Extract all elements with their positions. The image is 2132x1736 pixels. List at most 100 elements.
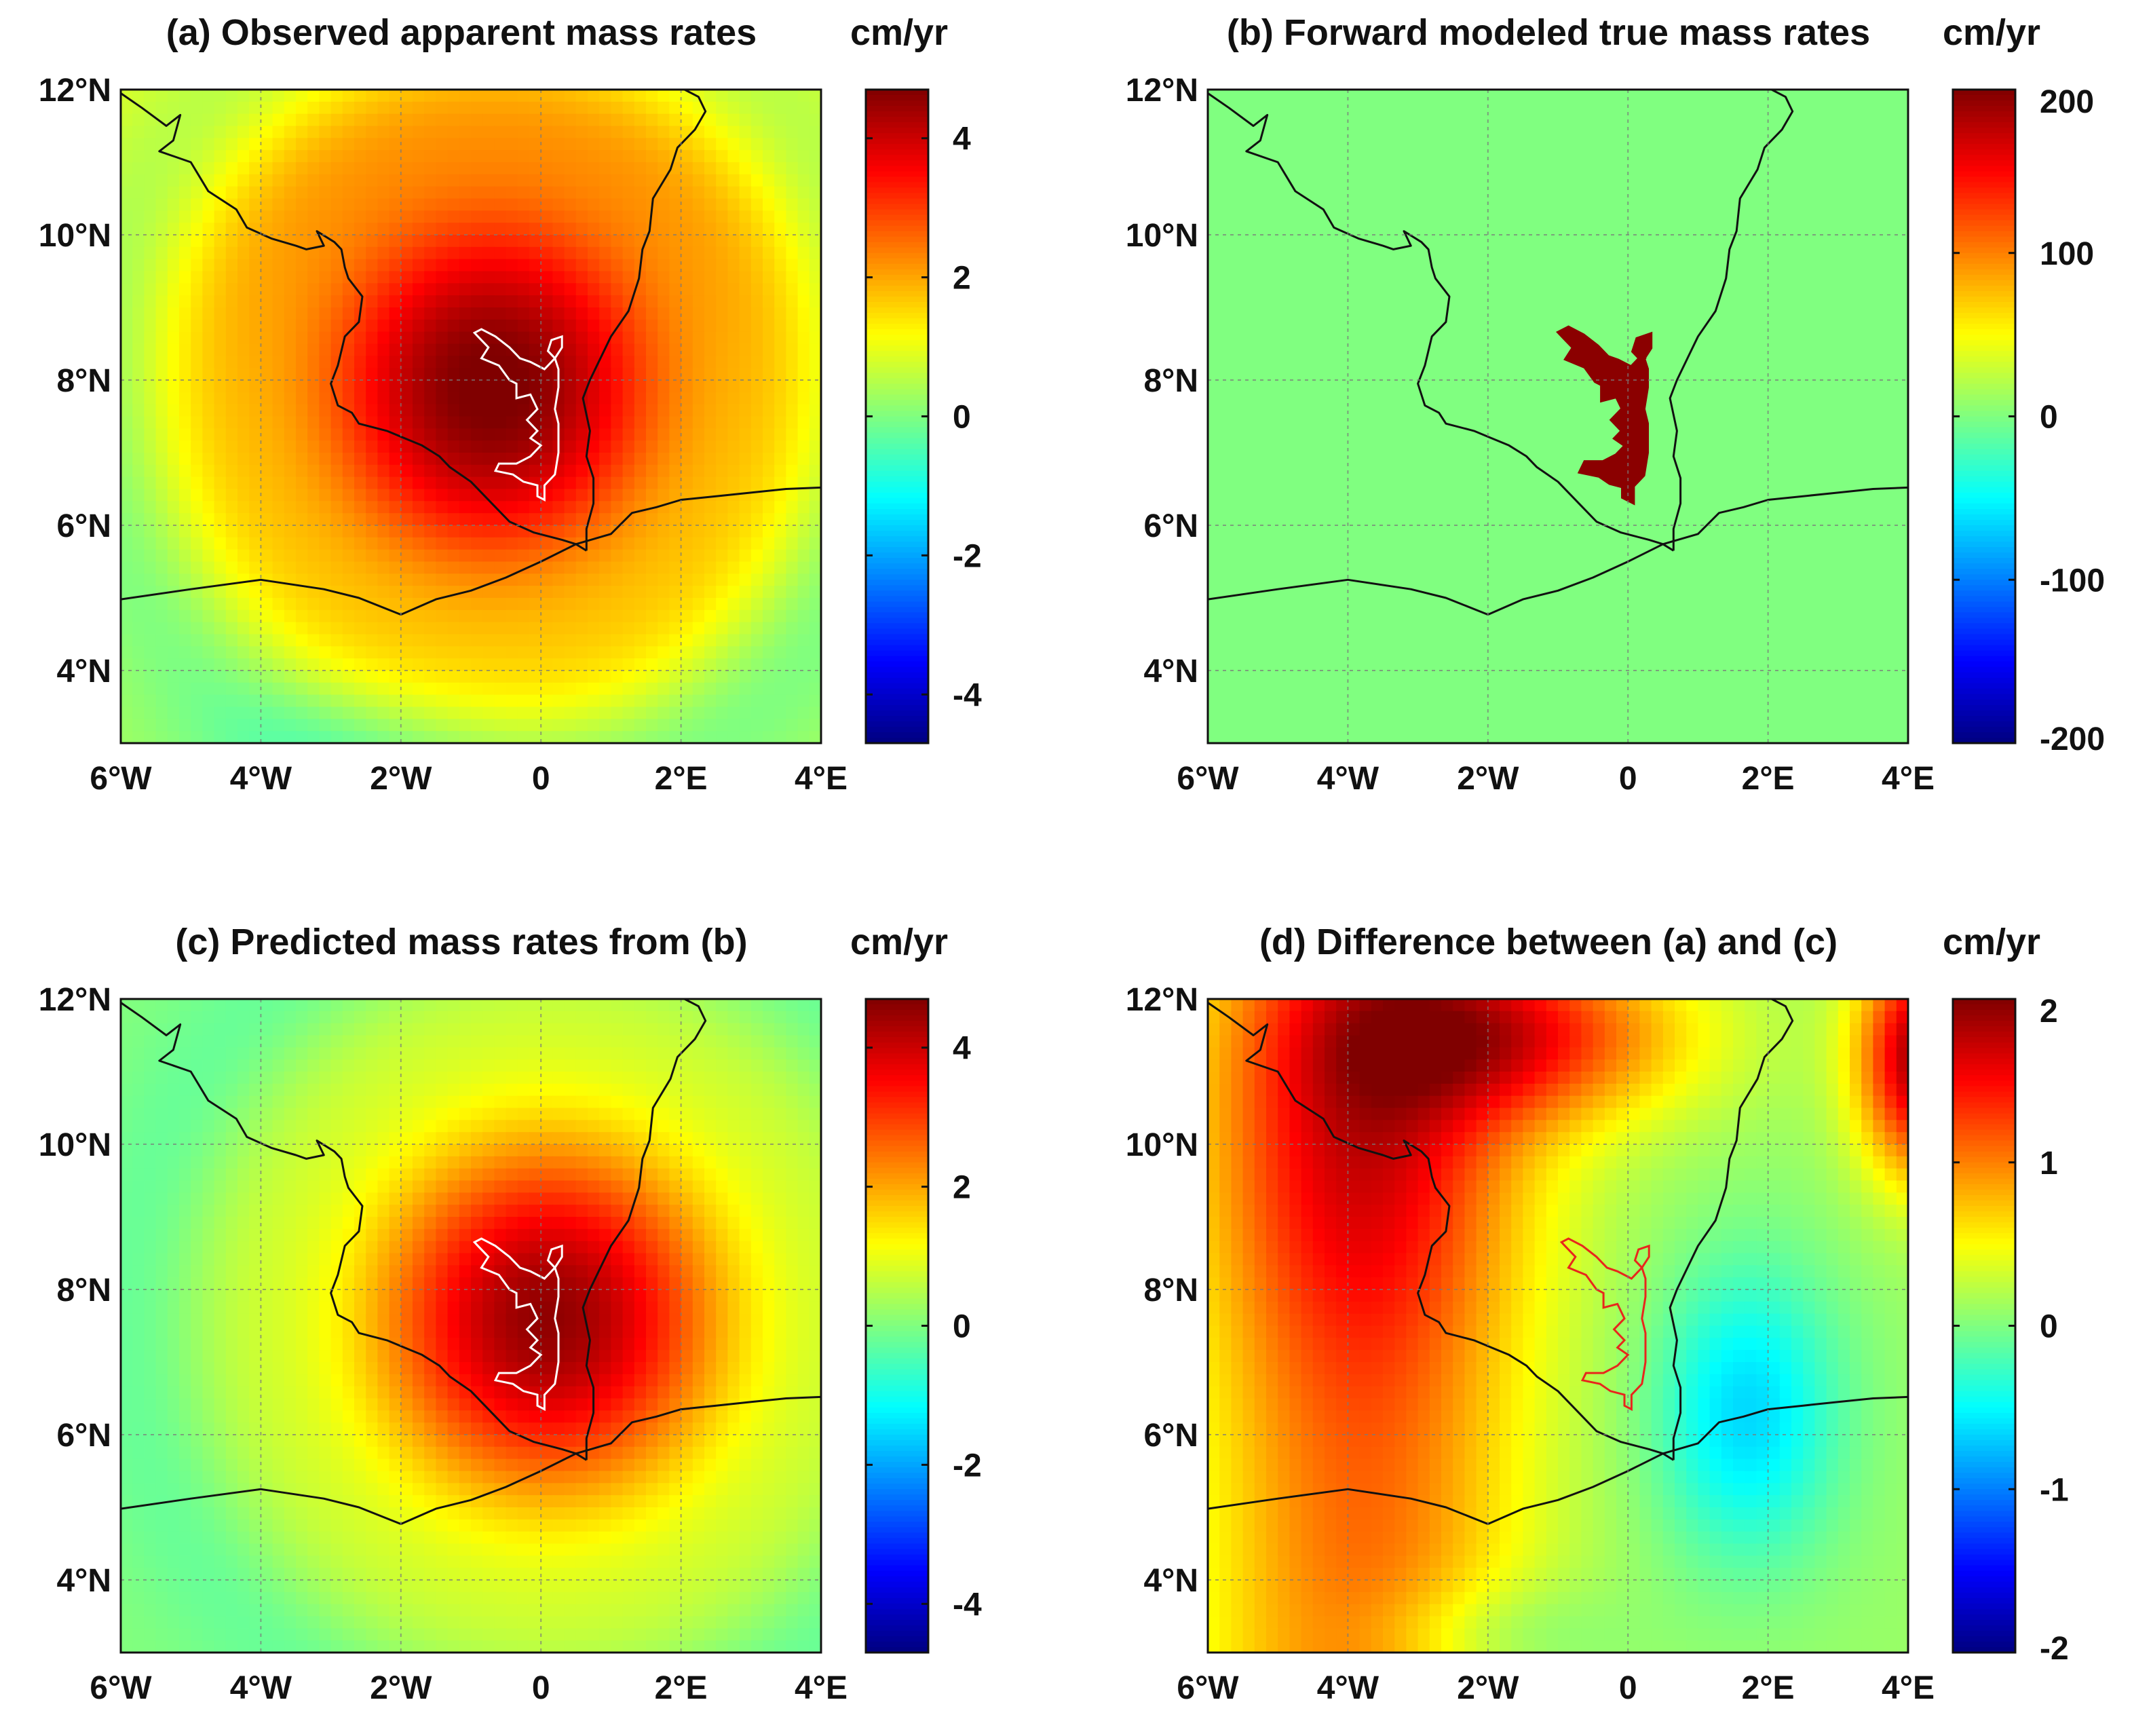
panel-d-y-tick: 4°N: [1143, 1563, 1198, 1599]
panel-a-units: cm/yr: [850, 12, 948, 53]
panel-b-colorbar: 200 100 0 -100 -200: [1952, 84, 2105, 757]
panel-a-x-tick: 2°W: [370, 761, 432, 797]
panel-d-x-tick: 4°W: [1317, 1670, 1379, 1706]
panel-c-frame: [119, 998, 822, 1654]
panel-c-y-tick: 10°N: [39, 1127, 111, 1163]
panel-d-x-tick: 4°E: [1882, 1670, 1935, 1706]
panel-d-x-tick: 2°W: [1457, 1670, 1519, 1706]
panel-d-x-tick: 2°E: [1742, 1670, 1795, 1706]
panel-a-x-tick: 4°E: [795, 761, 848, 797]
panel-b-frame: [1206, 88, 1909, 744]
panel-a-x-tick: 6°W: [90, 761, 152, 797]
panel-a-field: [121, 90, 821, 743]
panel-b-x-tick: 4°E: [1882, 761, 1935, 797]
panel-b-colorbar-tick: 200: [2040, 84, 2094, 120]
panel-a-y-tick: 10°N: [39, 218, 111, 254]
panel-a-x-tick: 0: [532, 761, 550, 797]
panel-b-y-tick: 8°N: [1143, 363, 1198, 399]
panel-c-y-tick: 12°N: [39, 982, 111, 1018]
panel-d-basin-outline: [1559, 1237, 1650, 1412]
panel-d-title: (d) Difference between (a) and (c): [1259, 922, 1838, 962]
panel-d: (d) Difference between (a) and (c) cm/yr 6…: [1126, 922, 2069, 1706]
panel-c: (c) Predicted mass rates from (b) cm/yr 6°…: [39, 922, 982, 1706]
panel-c-y-tick: 4°N: [56, 1563, 111, 1599]
panel-c-x-tick: 6°W: [90, 1670, 152, 1706]
panel-b-x-tick: 2°W: [1457, 761, 1519, 797]
panel-a-colorbar-tick: 0: [953, 400, 971, 436]
panel-c-x-tick: 2°W: [370, 1670, 432, 1706]
panel-c-x-tick: 4°W: [230, 1670, 292, 1706]
panel-a-x-tick: 2°E: [655, 761, 708, 797]
panel-c-western-boundary: [121, 1002, 588, 1461]
panel-d-units: cm/yr: [1943, 922, 2040, 962]
panel-b-basin-mass: [1555, 325, 1653, 506]
panel-a-frame: [119, 88, 822, 744]
panel-b-eastern-boundary: [1669, 90, 1794, 551]
panel-b-field: [1208, 90, 1908, 743]
panel-a-colorbar-tick: 2: [953, 261, 971, 297]
panel-a-colorbar: 4 2 0 -2 -4: [864, 88, 982, 744]
panel-b: (b) Forward modeled true mass rates cm/yr…: [1126, 12, 2105, 797]
panel-d-colorbar-tick: -1: [2040, 1472, 2069, 1508]
panel-d-colorbar-tick: 1: [2040, 1146, 2058, 1182]
panel-b-colorbar-tick: 100: [2040, 236, 2094, 272]
panel-b-colorbar-tick: 0: [2040, 400, 2058, 436]
panel-d-frame: [1206, 998, 1909, 1654]
panel-d-field: [1208, 999, 1908, 1653]
panel-d-y-tick: 6°N: [1143, 1418, 1198, 1454]
panel-b-colorbar-tick: -100: [2040, 563, 2105, 599]
panel-c-y-tick: 6°N: [56, 1418, 111, 1454]
panel-c-x-tick: 0: [532, 1670, 550, 1706]
panel-b-x-tick: 4°W: [1317, 761, 1379, 797]
panel-c-basin-outline: [472, 1237, 563, 1412]
panel-b-y-tick: 6°N: [1143, 508, 1198, 544]
panel-a-y-tick: 12°N: [39, 73, 111, 109]
panel-c-colorbar-tick: -2: [953, 1448, 982, 1484]
panel-a-colorbar-tick: -4: [953, 677, 982, 713]
panel-c-x-tick: 4°E: [795, 1670, 848, 1706]
panel-b-western-boundary: [1208, 92, 1675, 552]
panel-c-title: (c) Predicted mass rates from (b): [175, 922, 747, 962]
panel-a-y-tick: 4°N: [56, 654, 111, 690]
panel-a-colorbar-tick: 4: [953, 121, 971, 157]
panel-d-western-boundary: [1208, 1002, 1675, 1461]
panel-c-field: [121, 999, 821, 1653]
panel-b-colorbar-tick: -200: [2040, 721, 2105, 757]
panel-c-colorbar: 4 2 0 -2 -4: [864, 998, 982, 1654]
panel-c-x-tick: 2°E: [655, 1670, 708, 1706]
panel-d-eastern-boundary: [1669, 999, 1794, 1460]
panel-b-x-tick: 0: [1619, 761, 1637, 797]
panel-a-colorbar-tick: -2: [953, 538, 982, 574]
panel-c-colorbar-tick: 0: [953, 1309, 971, 1345]
panel-c-eastern-boundary: [582, 999, 707, 1460]
panel-c-colorbar-tick: -4: [953, 1587, 982, 1623]
panel-d-y-tick: 8°N: [1143, 1272, 1198, 1308]
panel-a-x-tick: 4°W: [230, 761, 292, 797]
panel-d-colorbar-tick: 2: [2040, 994, 2058, 1030]
panel-a: (a) Observed apparent mass rates cm/yr 6°W…: [39, 12, 982, 797]
panel-b-units: cm/yr: [1943, 12, 2040, 53]
panel-b-x-tick: 6°W: [1177, 761, 1239, 797]
panel-b-y-tick: 10°N: [1126, 218, 1198, 254]
panel-d-colorbar: 2 1 0 -1 -2: [1952, 994, 2069, 1667]
panel-b-y-tick: 4°N: [1143, 654, 1198, 690]
panel-d-x-tick: 0: [1619, 1670, 1637, 1706]
panel-b-x-tick: 2°E: [1742, 761, 1795, 797]
panel-c-units: cm/yr: [850, 922, 948, 962]
panel-d-y-tick: 12°N: [1126, 982, 1198, 1018]
panel-a-y-tick: 6°N: [56, 508, 111, 544]
panel-c-colorbar-tick: 4: [953, 1031, 971, 1067]
panel-b-y-tick: 12°N: [1126, 73, 1198, 109]
panel-d-colorbar-tick: -2: [2040, 1631, 2069, 1667]
panel-c-y-tick: 8°N: [56, 1272, 111, 1308]
panel-d-y-tick: 10°N: [1126, 1127, 1198, 1163]
panel-c-colorbar-tick: 2: [953, 1170, 971, 1206]
panel-b-title: (b) Forward modeled true mass rates: [1227, 12, 1870, 53]
panel-d-x-tick: 6°W: [1177, 1670, 1239, 1706]
panel-a-basin-outline: [472, 328, 563, 502]
panel-d-colorbar-tick: 0: [2040, 1309, 2058, 1345]
panel-a-y-tick: 8°N: [56, 363, 111, 399]
panel-a-title: (a) Observed apparent mass rates: [166, 12, 757, 53]
panel-a-eastern-boundary: [582, 90, 707, 551]
